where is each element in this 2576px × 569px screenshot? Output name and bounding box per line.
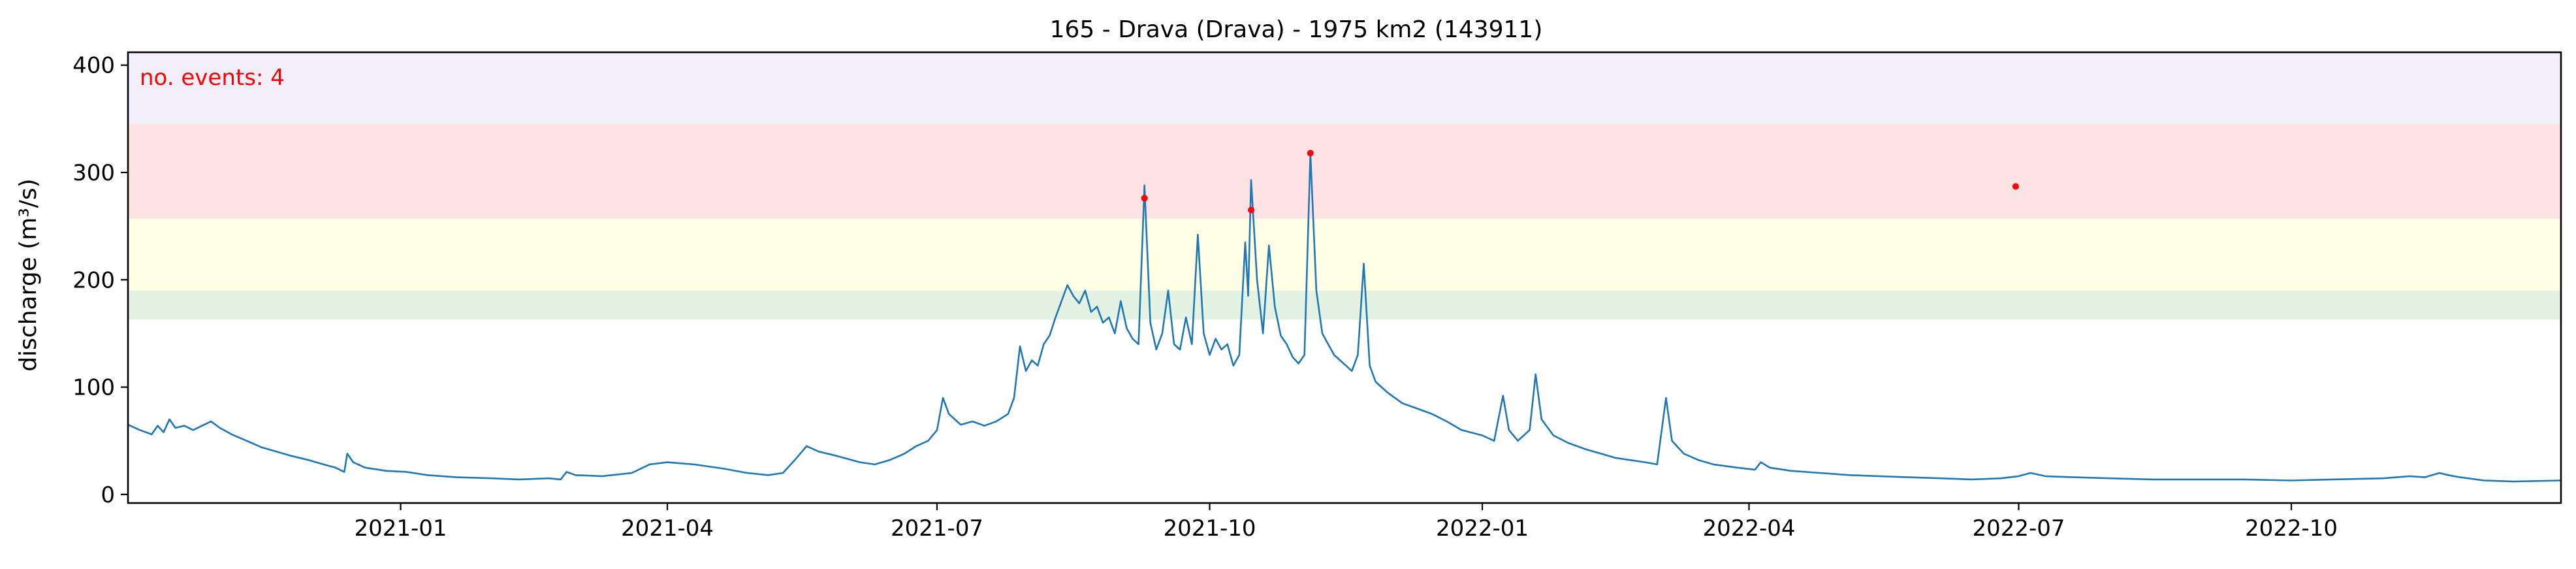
event-count-annotation: no. events: 4	[140, 65, 285, 91]
event-marker-1	[1141, 195, 1148, 202]
plot-frame	[127, 51, 2562, 504]
x-tick-label: 2022-07	[1972, 515, 2065, 542]
chart-title: 165 - Drava (Drava) - 1975 km2 (143911)	[1050, 16, 1543, 43]
event-marker-2	[1248, 206, 1255, 214]
threshold-band-3	[128, 124, 2561, 219]
discharge-line	[127, 152, 2562, 483]
threshold-band-1	[128, 290, 2561, 320]
threshold-band-2	[128, 218, 2561, 291]
y-tick-label: 0	[101, 482, 115, 508]
y-axis-label: discharge (m³/s)	[15, 178, 42, 371]
x-tick-label: 2021-10	[1163, 515, 1256, 542]
event-marker-3	[1307, 150, 1314, 157]
x-tick-label: 2022-04	[1702, 515, 1795, 542]
x-tick-label: 2021-04	[621, 515, 714, 542]
y-tick-label: 300	[72, 160, 115, 186]
y-tick-label: 400	[72, 53, 115, 79]
y-tick-label: 200	[72, 267, 115, 293]
x-tick-label: 2022-01	[1436, 515, 1529, 542]
x-tick-label: 2021-01	[354, 515, 447, 542]
x-tick-label: 2021-07	[891, 515, 983, 542]
event-marker-4	[2012, 183, 2019, 190]
x-tick-label: 2022-10	[2245, 515, 2338, 542]
plot-area: 0 100 200 300 400 2021-01 2021-04 2021-07 2021-1…	[72, 51, 2562, 542]
threshold-band-4	[128, 52, 2561, 125]
y-tick-label: 100	[72, 375, 115, 401]
